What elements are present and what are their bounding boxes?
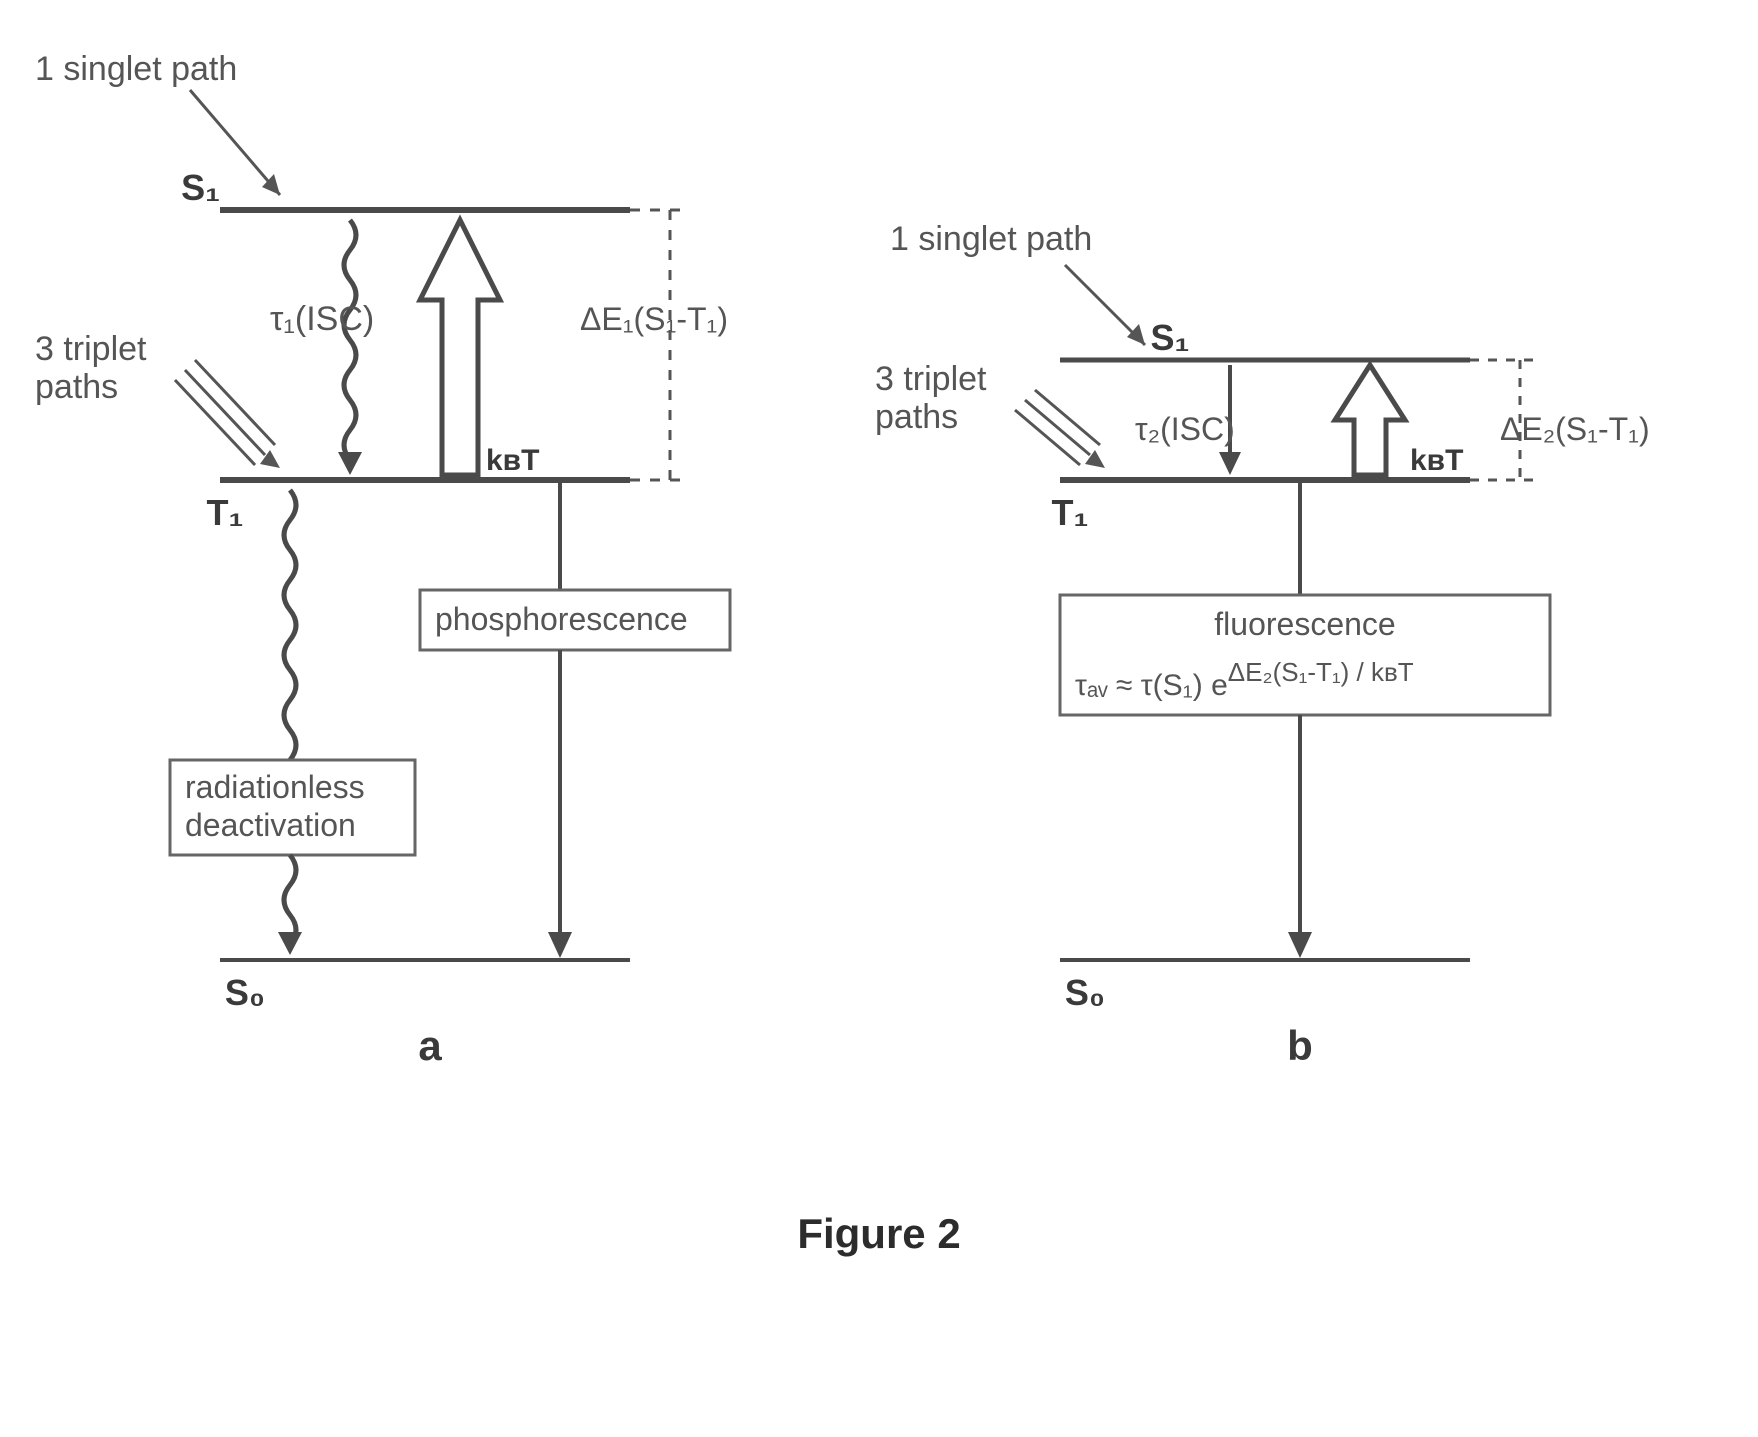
radless-arrow: [278, 932, 302, 955]
isc-wavy-a: [344, 220, 356, 460]
triplet-label-a-2: paths: [35, 368, 118, 406]
label-s1-a: S₁: [181, 167, 220, 208]
label-s0-b: S₀: [1065, 972, 1105, 1013]
isc-wavy-a-arrow: [338, 452, 362, 475]
de-label-b: ΔE₂(S₁-T₁): [1500, 411, 1650, 447]
panel-label-b: b: [1287, 1022, 1313, 1069]
figure-page: 1 singlet path 3 triplet paths S₁ T₁ S₀ …: [0, 0, 1758, 1437]
kbt-arrow-b: [1335, 365, 1405, 475]
formula-pre: τₐᵥ ≈ τ(S₁) e: [1075, 669, 1228, 702]
triplet-ptr-a-2: [185, 370, 265, 455]
box-radiationless-t1: radiationless: [185, 769, 365, 805]
kbt-label-a: kʙT: [486, 444, 539, 477]
label-t1-a: T₁: [207, 492, 244, 533]
triplet-label-b-2: paths: [875, 398, 958, 436]
radless-wavy-top: [284, 490, 296, 760]
isc-label-b: τ₂(ISC): [1135, 411, 1235, 447]
label-t1-b: T₁: [1052, 492, 1089, 533]
fluo-arrow: [1288, 932, 1312, 958]
panel-a-svg: 1 singlet path 3 triplet paths S₁ T₁ S₀ …: [30, 20, 790, 1070]
triplet-label-a-1: 3 triplet: [35, 330, 147, 368]
singlet-label-b: 1 singlet path: [890, 220, 1092, 258]
radless-wavy-bot: [284, 855, 296, 945]
figure-caption: Figure 2: [0, 1210, 1758, 1258]
label-s0-a: S₀: [225, 972, 265, 1013]
triplet-ptr-a-3: [195, 360, 275, 445]
box-radiationless-t2: deactivation: [185, 807, 356, 843]
box-fluo-t1: fluorescence: [1214, 606, 1395, 642]
panel-label-a: a: [418, 1022, 442, 1069]
kbt-arrow-a: [420, 220, 500, 475]
triplet-ptr-a-1: [175, 380, 255, 465]
singlet-label-a: 1 singlet path: [35, 50, 237, 88]
phos-arrow: [548, 932, 572, 958]
isc-arrow-b: [1219, 452, 1241, 475]
singlet-pointer-arrow-b: [1127, 324, 1145, 345]
panel-b-svg: 1 singlet path 3 triplet paths S₁ T₁ S₀ …: [870, 20, 1690, 1070]
label-s1-b: S₁: [1151, 317, 1190, 358]
triplet-label-b-1: 3 triplet: [875, 360, 987, 398]
de-label-a: ΔE₁(S₁-T₁): [580, 301, 728, 337]
isc-label-a: τ₁(ISC): [270, 300, 374, 338]
kbt-label-b: kʙT: [1410, 444, 1463, 477]
formula-exp: ΔE₂(S₁-T₁) / kʙT: [1228, 657, 1414, 687]
box-phos-text: phosphorescence: [435, 601, 688, 637]
